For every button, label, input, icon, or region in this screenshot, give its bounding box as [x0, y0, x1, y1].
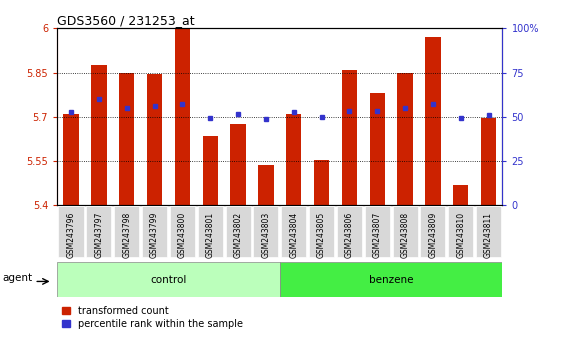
Text: GSM243809: GSM243809 [428, 212, 437, 258]
FancyBboxPatch shape [170, 206, 195, 257]
Text: GSM243799: GSM243799 [150, 212, 159, 258]
Bar [258, 166, 274, 205]
Text: GDS3560 / 231253_at: GDS3560 / 231253_at [57, 14, 195, 27]
FancyBboxPatch shape [198, 206, 223, 257]
Text: GSM243798: GSM243798 [122, 212, 131, 258]
Bar [453, 185, 468, 205]
FancyBboxPatch shape [392, 206, 417, 257]
FancyBboxPatch shape [476, 206, 501, 257]
Bar [91, 65, 107, 205]
FancyBboxPatch shape [254, 206, 279, 257]
Text: GSM243803: GSM243803 [262, 212, 271, 258]
Bar [286, 114, 301, 205]
Text: GSM243807: GSM243807 [373, 212, 382, 258]
Text: GSM243811: GSM243811 [484, 212, 493, 258]
Bar [425, 37, 441, 205]
Bar [314, 160, 329, 205]
Bar [397, 73, 413, 205]
Text: GSM243802: GSM243802 [234, 212, 243, 258]
Bar [341, 70, 357, 205]
Bar [280, 262, 502, 297]
Text: agent: agent [3, 273, 33, 283]
Text: GSM243800: GSM243800 [178, 212, 187, 258]
Bar [481, 118, 496, 205]
FancyBboxPatch shape [58, 206, 83, 257]
Bar [119, 73, 134, 205]
Text: benzene: benzene [369, 275, 413, 285]
FancyBboxPatch shape [309, 206, 334, 257]
Text: control: control [150, 275, 187, 285]
Bar [57, 262, 280, 297]
FancyBboxPatch shape [281, 206, 306, 257]
Text: GSM243810: GSM243810 [456, 212, 465, 258]
Bar [175, 28, 190, 205]
FancyBboxPatch shape [337, 206, 362, 257]
Legend: transformed count, percentile rank within the sample: transformed count, percentile rank withi… [62, 306, 243, 329]
FancyBboxPatch shape [226, 206, 251, 257]
FancyBboxPatch shape [142, 206, 167, 257]
Text: GSM243796: GSM243796 [66, 212, 75, 258]
Text: GSM243808: GSM243808 [400, 212, 409, 258]
Text: GSM243797: GSM243797 [94, 212, 103, 258]
Text: GSM243806: GSM243806 [345, 212, 354, 258]
FancyBboxPatch shape [365, 206, 390, 257]
FancyBboxPatch shape [86, 206, 111, 257]
Bar [230, 124, 246, 205]
FancyBboxPatch shape [114, 206, 139, 257]
Bar [147, 74, 162, 205]
Text: GSM243801: GSM243801 [206, 212, 215, 258]
FancyBboxPatch shape [420, 206, 445, 257]
Text: GSM243804: GSM243804 [289, 212, 298, 258]
Bar [63, 114, 79, 205]
Bar [203, 136, 218, 205]
Text: GSM243805: GSM243805 [317, 212, 326, 258]
FancyBboxPatch shape [448, 206, 473, 257]
Bar [369, 93, 385, 205]
